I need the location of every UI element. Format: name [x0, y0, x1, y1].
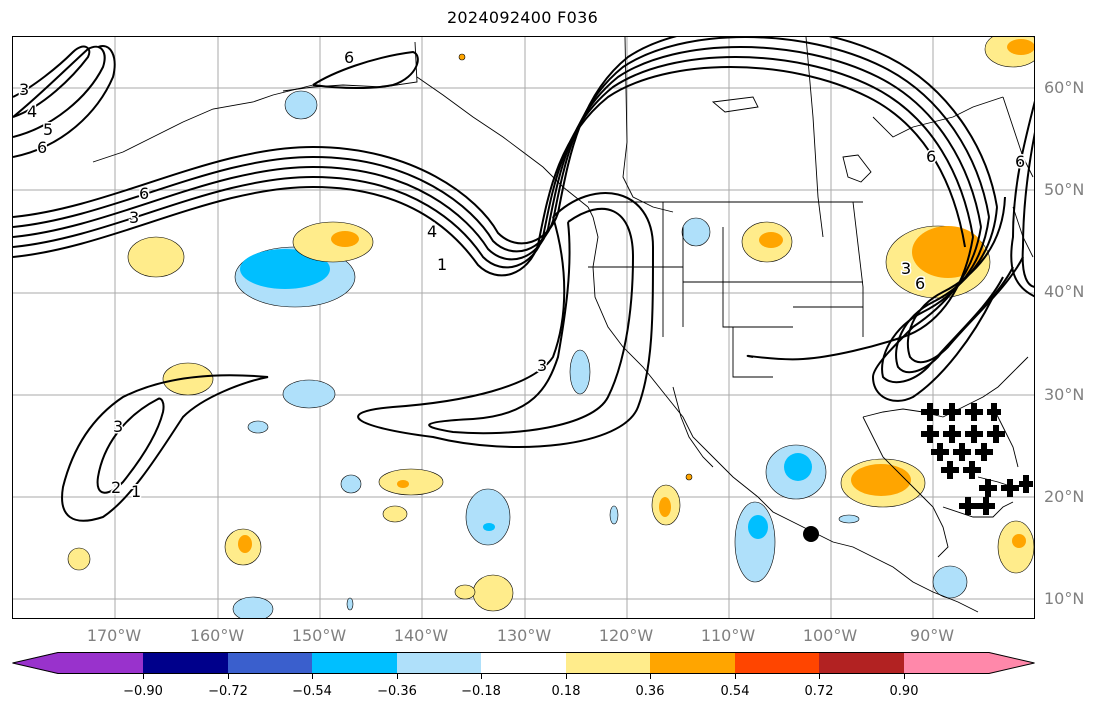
- colorbar-segment: [397, 652, 481, 674]
- colorbar-tickmark: [904, 674, 905, 679]
- contour-label: 6: [37, 138, 47, 157]
- colorbar-segment: [735, 652, 819, 674]
- lon-label-90w: 90°W: [909, 626, 955, 645]
- plus-markers-cluster: [921, 403, 1033, 515]
- colorbar-tick-label: −0.72: [208, 684, 248, 699]
- colorbar-segment: [12, 652, 143, 674]
- lat-label-60n: 60°N: [1044, 78, 1085, 97]
- colorbar-tickmark: [143, 674, 144, 679]
- colorbar-segment: [819, 652, 904, 674]
- anomaly-fills: [67, 37, 1034, 618]
- colorbar-segment: [566, 652, 650, 674]
- contour-label: 3: [129, 208, 139, 227]
- colorbar-tick-label: 0.90: [889, 684, 919, 699]
- contour-label: 3: [537, 356, 547, 375]
- lon-label-100w: 100°W: [802, 626, 858, 645]
- colorbar-segment: [481, 652, 566, 674]
- colorbar-tick-label: 0.54: [720, 684, 750, 699]
- colorbar-tickmark: [481, 674, 482, 679]
- colorbar-tickmark: [228, 674, 229, 679]
- colorbar-tickmark: [650, 674, 651, 679]
- colorbar-outline: [12, 652, 1035, 674]
- contour-label: 1: [131, 482, 141, 501]
- contour-label: 4: [27, 102, 37, 121]
- map-title: 2024092400 F036: [446, 8, 599, 27]
- colorbar-tickmark: [735, 674, 736, 679]
- colorbar-tickmark: [312, 674, 313, 679]
- colorbar-tickmark: [819, 674, 820, 679]
- contour-label: 5: [43, 120, 53, 139]
- colorbar-tick-label: −0.54: [292, 684, 332, 699]
- contour-label: 6: [344, 48, 354, 67]
- graticule: [13, 37, 1034, 618]
- lat-label-30n: 30°N: [1044, 385, 1085, 404]
- contour-label: 3: [19, 80, 29, 99]
- contour-labels: 6 3 4 5 6 6 3 1 4 3 3 1 2 3 6 6 6: [18, 47, 1027, 503]
- contours: [13, 37, 1034, 522]
- colorbar-tick-label: 0.18: [551, 684, 581, 699]
- colorbar-tick-label: 0.36: [635, 684, 665, 699]
- lon-label-110w: 110°W: [700, 626, 756, 645]
- colorbar-tickmark: [397, 674, 398, 679]
- colorbar-segment: [143, 652, 228, 674]
- contour-label: 6: [926, 147, 936, 166]
- colorbar-tick-label: −0.90: [123, 684, 163, 699]
- colorbar: [12, 652, 1035, 674]
- lon-label-120w: 120°W: [598, 626, 654, 645]
- contour-label: 6: [915, 274, 925, 293]
- lat-label-50n: 50°N: [1044, 180, 1085, 199]
- colorbar-tick-label: −0.36: [377, 684, 417, 699]
- map-canvas: 6 3 4 5 6 6 3 1 4 3 3 1 2 3 6 6 6: [13, 37, 1034, 618]
- colorbar-segment: [904, 652, 1035, 674]
- contour-label: 3: [901, 259, 911, 278]
- colorbar-segment: [228, 652, 312, 674]
- lat-label-20n: 20°N: [1044, 487, 1085, 506]
- point-markers: [803, 403, 1033, 542]
- colorbar-tick-label: −0.18: [461, 684, 501, 699]
- coastlines: [92, 37, 1034, 613]
- lat-label-10n: 10°N: [1044, 589, 1085, 608]
- contour-label: 6: [1015, 152, 1025, 171]
- lon-label-140w: 140°W: [393, 626, 449, 645]
- lon-label-150w: 150°W: [291, 626, 347, 645]
- contour-label: 1: [437, 255, 447, 274]
- contour-label: 6: [139, 184, 149, 203]
- lon-label-170w: 170°W: [86, 626, 142, 645]
- contour-label: 3: [113, 417, 123, 436]
- contour-label: 2: [111, 478, 121, 497]
- contour-label: 4: [427, 222, 437, 241]
- map-panel: 6 3 4 5 6 6 3 1 4 3 3 1 2 3 6 6 6: [12, 36, 1035, 619]
- colorbar-tickmark: [566, 674, 567, 679]
- colorbar-tick-label: 0.72: [804, 684, 834, 699]
- lat-label-40n: 40°N: [1044, 282, 1085, 301]
- lon-label-160w: 160°W: [189, 626, 245, 645]
- dot-marker: [803, 526, 819, 542]
- colorbar-segment: [650, 652, 735, 674]
- lon-label-130w: 130°W: [496, 626, 552, 645]
- colorbar-segment: [312, 652, 397, 674]
